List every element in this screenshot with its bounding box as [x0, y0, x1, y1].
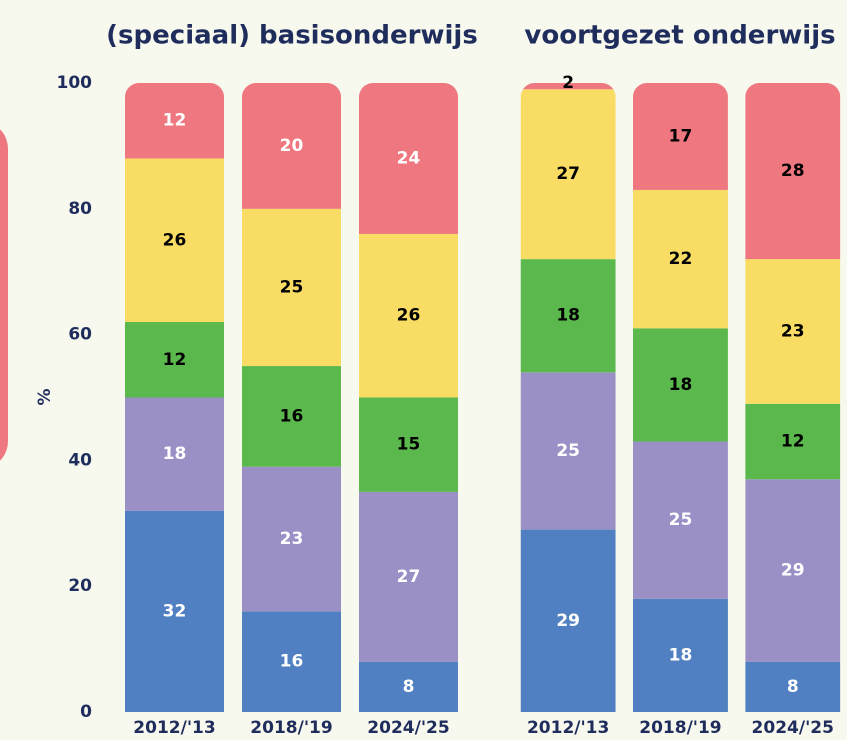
data-label: 22: [669, 249, 693, 269]
x-tick-label: 2024/'25: [752, 718, 834, 738]
data-label: 18: [669, 375, 693, 395]
bar-segment: [745, 403, 841, 480]
bar-segment: [632, 598, 728, 712]
bar-segment: [242, 611, 341, 712]
bar-segment: [745, 83, 841, 260]
bar-segment: [520, 89, 616, 260]
bar-segment: [125, 397, 224, 511]
data-label: 27: [556, 164, 580, 184]
data-label: 32: [163, 601, 187, 621]
bar-segment: [632, 441, 728, 599]
data-label: 29: [556, 611, 580, 631]
bar-segment: [125, 158, 224, 323]
bar-segment: [520, 372, 616, 530]
data-label: 12: [163, 350, 187, 370]
bar-group: [632, 83, 728, 712]
bar-segment: [242, 208, 341, 367]
bar-segment: [359, 233, 458, 398]
data-label: 28: [781, 161, 805, 181]
y-tick-label: 20: [68, 576, 92, 596]
bar-segment: [242, 366, 341, 467]
bar-group: [520, 83, 616, 712]
y-tick-label: 40: [68, 450, 92, 470]
chart-title: voortgezet onderwijs: [524, 21, 835, 51]
y-axis-label: %: [35, 388, 55, 405]
x-tick-label: 2024/'25: [367, 718, 449, 738]
bar-segment: [632, 83, 728, 190]
bar-segment: [359, 397, 458, 492]
data-label: 24: [397, 148, 421, 168]
data-label: 20: [280, 136, 304, 156]
y-tick-label: 80: [68, 199, 92, 219]
bar-segment: [242, 466, 341, 612]
data-label: 2: [562, 73, 574, 93]
bar-segment: [520, 259, 616, 373]
bar-segment: [125, 510, 224, 712]
x-tick-label: 2018/'19: [250, 718, 332, 738]
data-label: 25: [556, 441, 580, 461]
data-label: 18: [556, 306, 580, 326]
bar-segment: [632, 328, 728, 442]
data-label: 12: [163, 111, 187, 131]
bar-segment: [520, 83, 616, 90]
data-label: 25: [280, 277, 304, 297]
data-label: 23: [280, 529, 304, 549]
x-tick-label: 2018/'19: [639, 718, 721, 738]
data-label: 29: [781, 560, 805, 580]
data-label: 8: [787, 677, 799, 697]
data-label: 23: [781, 321, 805, 341]
bar-segment: [359, 491, 458, 662]
bar-segment: [520, 529, 616, 712]
data-label: 27: [397, 567, 421, 587]
data-label: 25: [669, 510, 693, 530]
bar-segment: [242, 83, 341, 209]
bar-group: [242, 83, 341, 712]
x-tick-label: 2012/'13: [527, 718, 609, 738]
bar-segment: [745, 661, 841, 712]
data-label: 26: [397, 306, 421, 326]
bar-segment: [125, 322, 224, 398]
bar-segment: [745, 479, 841, 662]
y-tick-label: 100: [57, 73, 93, 93]
y-tick-label: 0: [80, 702, 92, 722]
decoration: [0, 129, 8, 461]
chart-title: (speciaal) basisonderwijs: [106, 21, 478, 51]
data-label: 12: [781, 432, 805, 452]
bar-segment: [632, 189, 728, 329]
bar-segment: [745, 259, 841, 404]
y-tick-label: 60: [68, 325, 92, 345]
data-label: 26: [163, 230, 187, 250]
bar-segment: [359, 661, 458, 712]
x-tick-label: 2012/'13: [133, 718, 215, 738]
bar-group: [359, 83, 458, 712]
bar-segment: [359, 83, 458, 234]
data-label: 15: [397, 435, 421, 455]
bar-segment: [125, 83, 224, 159]
data-label: 16: [280, 652, 304, 672]
bar-group: [125, 83, 224, 712]
data-label: 8: [403, 677, 415, 697]
data-label: 18: [669, 645, 693, 665]
data-label: 18: [163, 444, 187, 464]
bar-group: [745, 83, 841, 712]
data-label: 16: [280, 406, 304, 426]
data-label: 17: [669, 126, 693, 146]
